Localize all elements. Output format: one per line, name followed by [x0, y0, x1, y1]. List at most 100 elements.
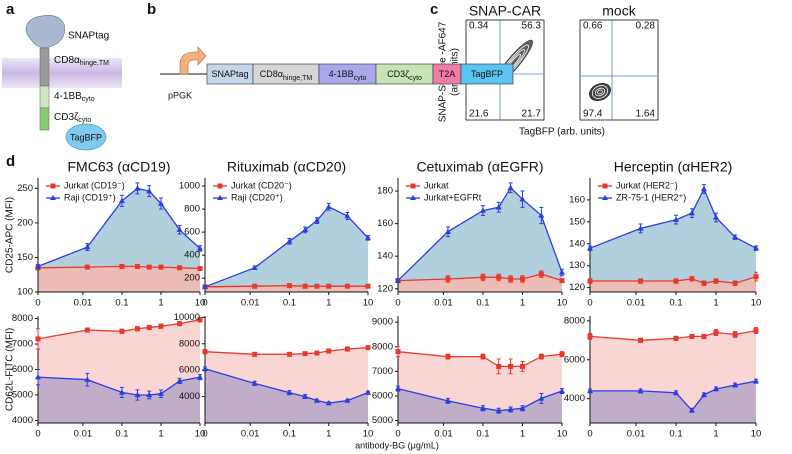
marker [496, 274, 502, 280]
quadrant-value: 21.6 [469, 109, 489, 120]
y-tick-label: 7000 [12, 339, 33, 350]
marker [251, 380, 258, 386]
marker [134, 263, 140, 269]
legend-label: Jurkat (HER2⁻) [616, 180, 678, 190]
y-tick-label: 200 [17, 217, 33, 228]
segment-label-main: 4-1BB [329, 69, 354, 79]
marker [495, 407, 502, 413]
series-line [590, 276, 757, 284]
series-line [204, 347, 369, 355]
legend-marker [50, 195, 56, 200]
series-line [204, 368, 369, 404]
marker [202, 365, 208, 372]
marker [538, 212, 545, 218]
x-tick-label: 0.01 [434, 298, 453, 309]
bb-label: 4-1BBcyto [54, 91, 95, 104]
quadrant-value: 1.64 [636, 109, 656, 120]
marker [325, 399, 332, 406]
marker [302, 226, 309, 233]
legend-marker [217, 183, 223, 189]
segment-label-main: TagBFP [471, 69, 503, 79]
quadrant-value: 97.4 [583, 109, 603, 120]
y-tick-label: 160 [569, 194, 585, 205]
marker [84, 243, 91, 250]
x-tick-label: 1 [713, 429, 718, 440]
marker [314, 350, 320, 356]
marker [753, 377, 759, 384]
marker [176, 226, 183, 233]
x-tick-label: 1 [326, 429, 331, 440]
marker [158, 323, 164, 329]
marker [202, 283, 208, 290]
y-tick-label: 250 [17, 183, 33, 194]
x-tick-label: 1 [158, 429, 163, 440]
marker [251, 264, 258, 271]
x-tick-label: 10 [751, 429, 762, 440]
marker [365, 345, 371, 351]
bb-label-sub: cyto [82, 96, 95, 103]
x-tick-label: 0.1 [669, 298, 682, 309]
panel-label: c [430, 1, 438, 18]
x-tick-label: 0.1 [669, 429, 682, 440]
chart-title: Rituximab (αCD20) [227, 159, 346, 175]
y-tick-label: 200 [184, 273, 200, 284]
marker [395, 277, 401, 283]
x-tick-label: 0 [587, 429, 592, 440]
marker [519, 405, 526, 411]
series-line [37, 319, 201, 340]
area [398, 274, 562, 292]
marker [197, 373, 203, 380]
cd3-domain [39, 107, 50, 131]
marker [35, 373, 41, 380]
marker [732, 331, 738, 337]
legend-marker [410, 195, 416, 200]
marker [538, 271, 544, 277]
y-tick-label: 140 [569, 238, 585, 249]
quadrant-value: 0.34 [469, 21, 489, 32]
series-line [397, 387, 563, 412]
series-line [37, 265, 201, 270]
marker [587, 333, 593, 339]
segment-label: T2A [439, 69, 456, 79]
marker [118, 389, 125, 395]
x-tick-label: 0 [35, 298, 40, 309]
legend-marker [602, 195, 608, 200]
y-tick-label: 7000 [372, 366, 393, 377]
y-tick-label: 6000 [12, 364, 33, 375]
bb-label-main: 4-1BB [54, 91, 82, 102]
marker [495, 204, 502, 210]
quadrant-value: 56.3 [522, 21, 542, 32]
segment-label-main: SNAPtag [211, 69, 248, 79]
marker [365, 389, 371, 395]
contour [591, 85, 609, 99]
snaptag-shape [25, 15, 66, 49]
panel-label: d [6, 153, 15, 170]
marker [177, 321, 183, 327]
y-axis-label: CD25-APC (MFI) [5, 197, 16, 273]
marker [302, 283, 308, 289]
marker [146, 187, 153, 194]
marker [365, 234, 371, 241]
marker [732, 381, 739, 388]
legend-marker [602, 183, 608, 189]
marker [344, 397, 351, 403]
marker [344, 346, 350, 352]
x-tick-label: 0 [202, 429, 207, 440]
flow-frame [579, 19, 659, 121]
marker [344, 212, 351, 219]
marker [688, 209, 695, 216]
y-tick-label: 4000 [12, 415, 33, 426]
cd8-label-sub: hinge,TM [80, 60, 109, 67]
marker [559, 351, 565, 357]
y-tick-label: 400 [184, 250, 200, 261]
marker [134, 326, 140, 332]
diagram-a [2, 15, 122, 151]
marker [689, 276, 695, 282]
cd8-stalk [39, 47, 50, 87]
marker [673, 278, 679, 284]
marker [507, 406, 514, 412]
construct-segment [460, 63, 514, 85]
marker [197, 245, 203, 251]
series-line [397, 186, 563, 282]
quadrant-value: 0.28 [636, 21, 656, 32]
